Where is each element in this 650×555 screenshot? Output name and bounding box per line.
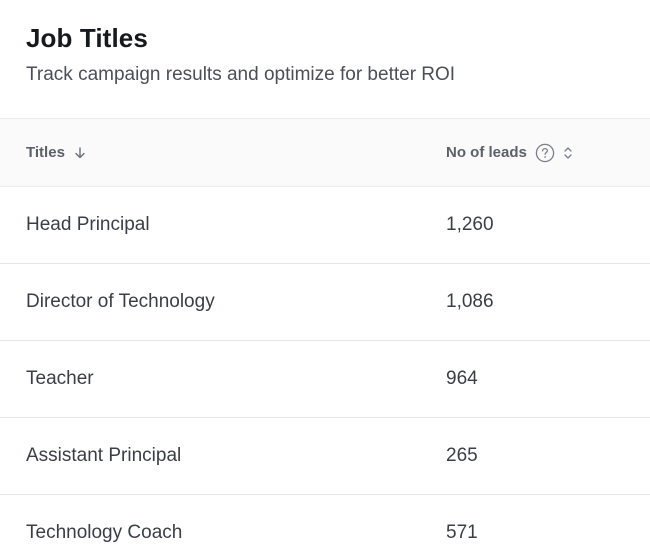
job-titles-table: Titles No of leads — [0, 118, 650, 555]
table-row[interactable]: Head Principal 1,260 — [0, 187, 650, 264]
card-title: Job Titles — [26, 23, 148, 53]
table-row[interactable]: Director of Technology 1,086 — [0, 264, 650, 341]
column-header-titles[interactable]: Titles — [26, 119, 87, 186]
table-row[interactable]: Technology Coach 571 — [0, 495, 650, 555]
card-subtitle: Track campaign results and optimize for … — [26, 64, 456, 85]
leads-cell: 964 — [446, 368, 478, 389]
leads-cell: 1,086 — [446, 291, 494, 312]
card-header: Job Titles Track campaign results and op… — [26, 22, 650, 87]
leads-cell: 571 — [446, 522, 478, 543]
table-row[interactable]: Teacher 964 — [0, 341, 650, 418]
help-circle-icon[interactable] — [535, 143, 555, 163]
leads-cell: 265 — [446, 445, 478, 466]
title-cell: Technology Coach — [26, 522, 183, 543]
title-cell: Assistant Principal — [26, 445, 182, 466]
title-cell: Head Principal — [26, 214, 150, 235]
sort-icon[interactable] — [562, 145, 574, 161]
title-cell: Director of Technology — [26, 291, 215, 312]
table-row[interactable]: Assistant Principal 265 — [0, 418, 650, 495]
leads-cell: 1,260 — [446, 214, 494, 235]
table-header: Titles No of leads — [0, 118, 650, 187]
column-label-leads: No of leads — [446, 144, 527, 161]
column-label-titles: Titles — [26, 144, 65, 161]
title-cell: Teacher — [26, 368, 94, 389]
column-header-leads[interactable]: No of leads — [446, 119, 574, 186]
arrow-down-icon[interactable] — [73, 146, 87, 160]
